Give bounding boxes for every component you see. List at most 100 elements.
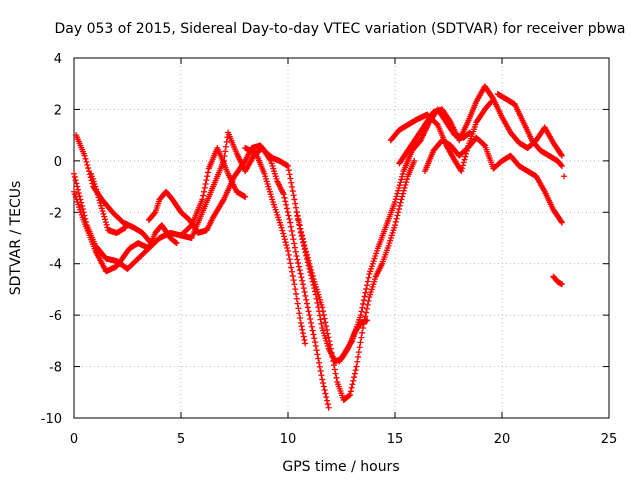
data-point xyxy=(363,305,370,312)
data-point xyxy=(320,311,327,318)
data-point xyxy=(394,212,401,219)
data-point xyxy=(83,158,90,165)
data-point xyxy=(402,181,409,188)
data-point xyxy=(321,387,328,394)
data-point xyxy=(297,225,304,232)
data-point xyxy=(348,339,355,346)
data-point xyxy=(459,162,466,169)
data-point xyxy=(101,213,108,220)
data-point xyxy=(300,333,307,340)
data-series xyxy=(178,129,332,411)
x-tick-label: 5 xyxy=(177,432,185,447)
data-point xyxy=(94,189,101,196)
data-point xyxy=(242,193,249,200)
data-point xyxy=(558,219,565,226)
y-tick-label: -10 xyxy=(41,412,62,427)
data-point xyxy=(299,232,306,239)
data-point xyxy=(363,285,370,292)
data-point xyxy=(295,215,302,222)
data-point xyxy=(392,218,399,225)
data-point xyxy=(286,171,293,178)
data-point xyxy=(315,355,322,362)
data-point xyxy=(82,155,89,162)
data-point xyxy=(280,230,287,237)
data-series xyxy=(421,134,565,226)
data-point xyxy=(302,245,309,252)
data-point xyxy=(318,372,325,379)
data-series xyxy=(242,145,309,347)
data-point xyxy=(287,175,294,182)
data-point xyxy=(392,196,399,203)
data-point xyxy=(173,240,180,247)
data-point xyxy=(296,267,303,274)
data-point xyxy=(400,187,407,194)
data-point xyxy=(289,268,296,275)
data-point xyxy=(295,219,302,226)
data-point xyxy=(411,157,418,164)
data-point xyxy=(75,186,82,193)
y-tick-label: 4 xyxy=(54,52,62,67)
data-point xyxy=(313,347,320,354)
data-point xyxy=(558,161,565,168)
data-point xyxy=(301,289,308,295)
data-point xyxy=(289,183,296,190)
data-point xyxy=(290,277,297,284)
data-point xyxy=(280,191,287,198)
data-point xyxy=(459,165,466,172)
data-point xyxy=(352,367,359,374)
data-point xyxy=(308,266,315,273)
data-point xyxy=(296,310,303,317)
data-point xyxy=(298,228,305,235)
data-point xyxy=(286,256,293,263)
data-point xyxy=(291,281,298,288)
data-point xyxy=(298,323,305,330)
data-point xyxy=(323,394,330,401)
data-point xyxy=(319,376,326,383)
data-point xyxy=(316,359,323,366)
data-series xyxy=(561,173,568,180)
data-point xyxy=(147,239,154,246)
data-point xyxy=(288,179,295,186)
data-point xyxy=(324,330,331,337)
data-point xyxy=(308,319,315,326)
data-point xyxy=(85,165,92,172)
data-point xyxy=(306,312,313,319)
data-point xyxy=(283,205,290,212)
data-point xyxy=(296,222,303,229)
data-point xyxy=(304,254,311,261)
data-point xyxy=(397,179,404,186)
data-point xyxy=(291,196,298,203)
data-point xyxy=(294,212,301,219)
data-point xyxy=(392,199,398,205)
data-point xyxy=(281,194,288,201)
data-point xyxy=(302,292,309,299)
plot-frame xyxy=(73,57,610,419)
data-point xyxy=(222,143,229,150)
data-point xyxy=(308,323,315,330)
data-point xyxy=(284,244,291,251)
data-point xyxy=(288,227,295,234)
data-point xyxy=(325,404,332,411)
y-tick-label: -8 xyxy=(49,361,62,376)
data-points xyxy=(71,83,568,411)
data-point xyxy=(287,223,294,230)
data-point xyxy=(355,349,362,356)
data-point xyxy=(361,293,368,300)
data-point xyxy=(203,177,210,184)
data-point xyxy=(305,308,312,315)
x-tick-label: 25 xyxy=(601,432,618,447)
data-point xyxy=(357,312,364,319)
data-point xyxy=(398,196,405,203)
data-point xyxy=(351,370,358,377)
data-point xyxy=(331,366,338,373)
data-point xyxy=(322,390,329,397)
data-point xyxy=(331,362,338,369)
data-point xyxy=(304,304,311,311)
data-point xyxy=(103,221,110,228)
data-point xyxy=(351,374,358,381)
y-axis-label: SDTVAR / TECUs xyxy=(8,181,24,296)
data-point xyxy=(83,218,90,225)
data-point xyxy=(305,257,312,264)
data-point xyxy=(289,188,296,195)
